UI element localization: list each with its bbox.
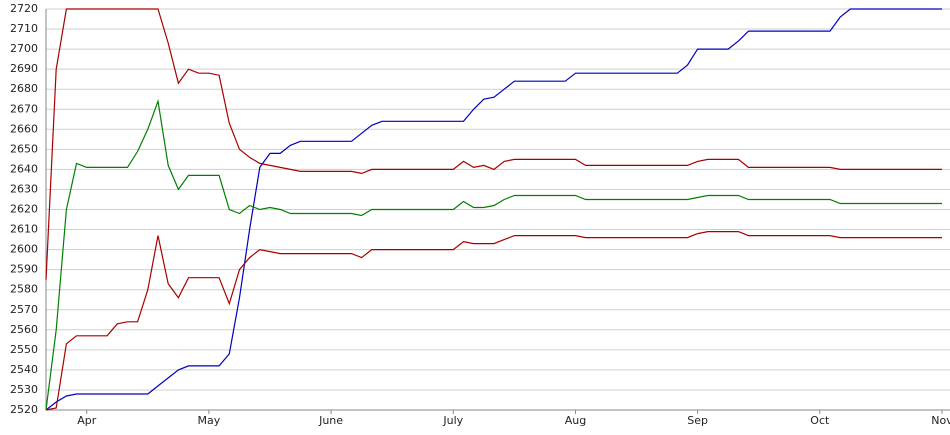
series-line (45, 8, 942, 280)
y-tick-label: 2520 (10, 403, 38, 416)
y-tick-label: 2680 (10, 82, 38, 95)
x-tick-label: May (198, 414, 221, 427)
y-tick-label: 2720 (10, 2, 38, 15)
y-tick-label: 2690 (10, 62, 38, 75)
series-line (45, 231, 942, 411)
y-tick-label: 2650 (10, 142, 38, 155)
x-tick-label: Apr (77, 414, 97, 427)
y-tick-label: 2570 (10, 303, 38, 316)
series-line (45, 98, 942, 411)
x-tick-label: Aug (565, 414, 586, 427)
series-line (45, 8, 942, 411)
x-tick-label: Nov (931, 414, 950, 427)
y-tick-label: 2620 (10, 203, 38, 216)
y-tick-label: 2640 (10, 162, 38, 175)
y-tick-label: 2550 (10, 343, 38, 356)
y-tick-label: 2670 (10, 102, 38, 115)
x-tick-label: July (442, 414, 463, 427)
y-tick-label: 2560 (10, 323, 38, 336)
y-tick-label: 2710 (10, 22, 38, 35)
y-tick-label: 2580 (10, 283, 38, 296)
y-tick-label: 2630 (10, 182, 38, 195)
y-tick-label: 2660 (10, 122, 38, 135)
y-tick-label: 2530 (10, 383, 38, 396)
y-tick-label: 2600 (10, 243, 38, 256)
y-tick-label: 2610 (10, 223, 38, 236)
x-tick-label: Sep (687, 414, 708, 427)
x-tick-label: June (318, 414, 343, 427)
x-tick-label: Oct (810, 414, 830, 427)
y-tick-label: 2590 (10, 263, 38, 276)
y-tick-label: 2540 (10, 363, 38, 376)
y-tick-label: 2700 (10, 42, 38, 55)
